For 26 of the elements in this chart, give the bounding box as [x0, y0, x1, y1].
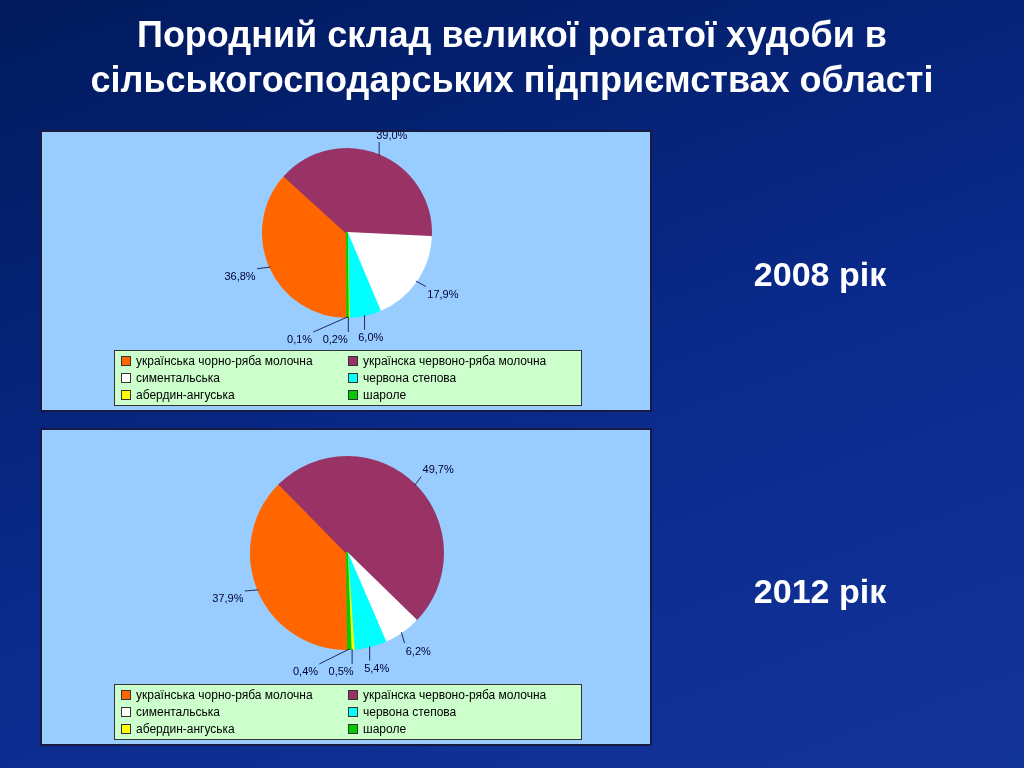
data-label: 6,0%	[358, 331, 384, 344]
legend-label: шароле	[363, 722, 407, 736]
legend-label: українска червоно-ряба молочна	[363, 354, 547, 368]
legend-label: українска червоно-ряба молочна	[363, 688, 547, 702]
text: 2008 рік	[752, 255, 888, 294]
legend-label: абердин-ангуська	[136, 388, 235, 402]
data-label: 0,4%	[292, 665, 319, 678]
data-label: 36,8%	[224, 270, 256, 283]
data-label: 5,4%	[364, 662, 390, 675]
legend-label: українська чорно-ряба молочна	[136, 688, 313, 702]
data-label: 0,1%	[287, 333, 313, 346]
legend-label: шароле	[363, 388, 407, 402]
legend-label: симентальська	[136, 705, 220, 719]
legend-label: симентальська	[136, 371, 220, 385]
chart-title: Породний склад великої рогатої худоби в сільськогосподарських підприємствах області	[89, 13, 935, 102]
legend-label: червона степова	[363, 705, 457, 719]
data-label: 6,2%	[405, 644, 432, 657]
data-label: 0,2%	[322, 333, 348, 346]
data-label: 17,9%	[427, 287, 459, 300]
text: 2012 рік	[752, 572, 888, 611]
data-label: 37,9%	[212, 592, 244, 605]
data-label: 0,5%	[328, 665, 354, 678]
legend-label: червона степова	[363, 371, 457, 385]
data-label: 49,7%	[422, 463, 454, 476]
legend-label: українська чорно-ряба молочна	[136, 354, 313, 368]
legend-label: абердин-ангуська	[136, 722, 235, 736]
